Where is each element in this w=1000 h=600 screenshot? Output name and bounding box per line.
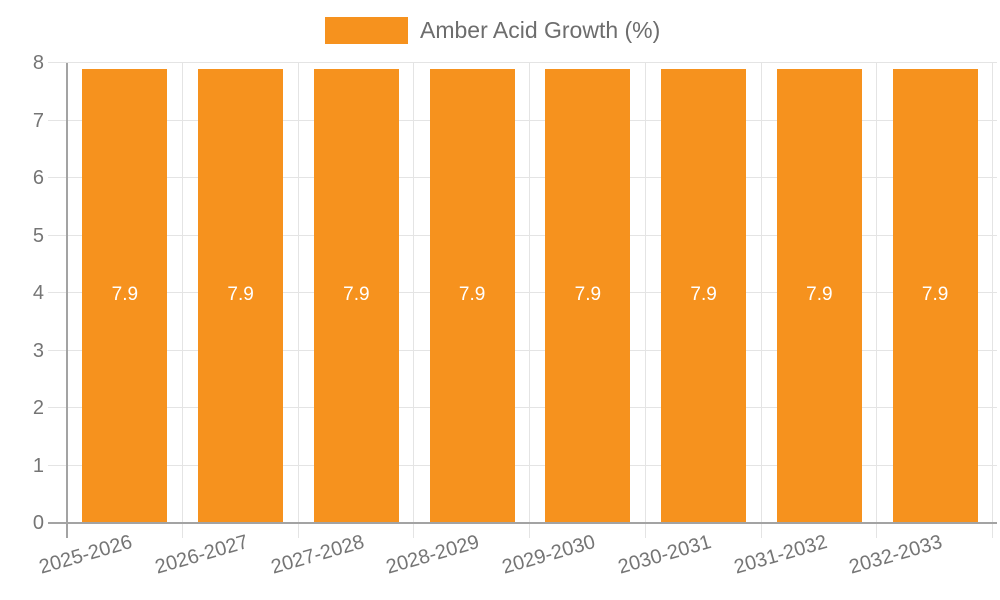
y-axis-label: 3 xyxy=(32,339,44,362)
bar-value-label: 7.9 xyxy=(111,283,139,305)
x-axis-label: 2031-2032 xyxy=(731,531,830,579)
bar-value-label: 7.9 xyxy=(458,283,486,305)
v-gridline xyxy=(760,63,762,538)
x-axis-label: 2030-2031 xyxy=(615,531,714,579)
y-gridline xyxy=(48,292,997,293)
v-gridline xyxy=(992,63,993,538)
y-axis-line xyxy=(66,63,68,538)
bar[interactable]: 7.9 xyxy=(82,68,168,523)
y-gridline xyxy=(48,62,997,63)
bar[interactable]: 7.9 xyxy=(429,68,515,523)
y-gridline xyxy=(48,407,997,408)
bar[interactable]: 7.9 xyxy=(545,68,631,523)
y-gridline xyxy=(48,349,997,351)
x-axis-label: 2025-2026 xyxy=(36,531,135,579)
y-axis-label: 6 xyxy=(32,167,44,189)
y-gridline xyxy=(48,119,997,121)
bar-value-label: 7.9 xyxy=(343,283,370,305)
bar[interactable]: 7.9 xyxy=(198,68,284,523)
x-axis-label: 2027-2028 xyxy=(268,531,367,579)
bar[interactable]: 7.9 xyxy=(661,68,747,523)
v-gridline xyxy=(413,63,415,538)
v-gridline xyxy=(644,63,646,538)
y-gridline xyxy=(48,177,997,178)
v-gridline xyxy=(529,63,530,538)
x-axis-line xyxy=(48,522,997,524)
y-axis-label: 2 xyxy=(32,397,44,419)
bar[interactable]: 7.9 xyxy=(776,68,862,523)
bar[interactable]: 7.9 xyxy=(313,68,399,523)
y-axis-label: 4 xyxy=(32,282,44,304)
bar[interactable]: 7.9 xyxy=(892,68,978,523)
v-gridline xyxy=(297,63,299,538)
legend-label: Amber Acid Growth (%) xyxy=(420,17,661,43)
v-gridline xyxy=(876,63,878,538)
legend[interactable]: Amber Acid Growth (%) xyxy=(325,17,660,44)
x-axis-label: 2029-2030 xyxy=(499,531,598,579)
bar-value-label: 7.9 xyxy=(574,283,602,305)
y-axis-label: 8 xyxy=(32,52,44,74)
bar-value-label: 7.9 xyxy=(690,283,717,305)
y-axis-label: 0 xyxy=(32,512,44,534)
x-axis-label: 2028-2029 xyxy=(384,531,483,579)
bar-value-label: 7.9 xyxy=(227,283,254,305)
legend-swatch xyxy=(325,17,408,44)
bar-value-label: 7.9 xyxy=(921,283,949,305)
bar-value-label: 7.9 xyxy=(806,283,833,305)
y-gridline xyxy=(48,234,997,236)
y-axis-label: 7 xyxy=(32,109,44,132)
y-axis-label: 1 xyxy=(32,454,44,477)
x-axis-label: 2026-2027 xyxy=(152,531,251,579)
x-axis-label: 2032-2033 xyxy=(847,531,946,579)
y-gridline xyxy=(48,464,997,466)
v-gridline xyxy=(181,63,183,538)
y-axis-label: 5 xyxy=(32,224,44,247)
